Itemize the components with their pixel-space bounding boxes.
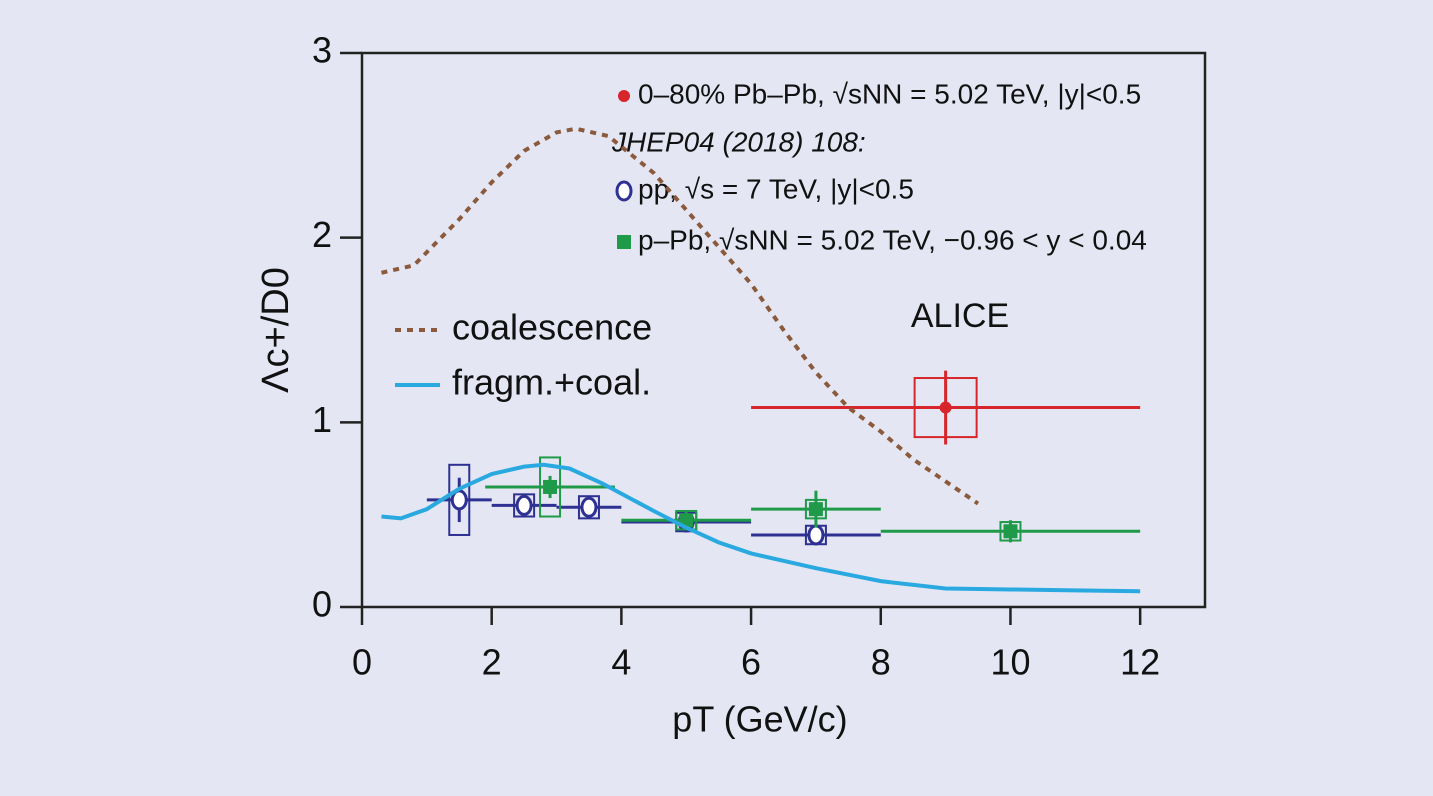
x-tick-label: 12 <box>1120 642 1160 683</box>
plot-frame <box>360 51 1207 609</box>
marker <box>939 401 952 414</box>
y-tick-label: 0 <box>312 584 332 625</box>
reference: JHEP04 (2018) 108: <box>611 126 866 157</box>
x-tick-label: 8 <box>871 642 891 683</box>
legend-label: p–Pb, √sNN = 5.02 TeV, −0.96 < y < 0.04 <box>638 224 1147 255</box>
marker <box>1003 524 1018 539</box>
marker <box>808 502 823 517</box>
y-tick-label: 2 <box>312 214 332 255</box>
x-axis-label: pT (GeV/c) <box>672 699 847 740</box>
x-tick-label: 2 <box>482 642 502 683</box>
curve <box>381 462 1141 594</box>
curve <box>381 126 980 506</box>
legend-label: pp, √s = 7 TeV, |y|<0.5 <box>638 173 914 204</box>
x-tick-label: 4 <box>611 642 631 683</box>
legend-label: 0–80% Pb–Pb, √sNN = 5.02 TeV, |y|<0.5 <box>638 78 1141 109</box>
marker <box>515 494 533 516</box>
y-tick-label: 3 <box>312 30 332 71</box>
x-tick-label: 0 <box>352 642 372 683</box>
y-axis-label: Λc+/D0 <box>255 267 297 393</box>
legend-label: coalescence <box>452 307 652 348</box>
marker <box>543 479 558 494</box>
annotation: ALICE <box>911 297 1009 335</box>
legend-label: fragm.+coal. <box>452 362 651 403</box>
y-tick-label: 1 <box>312 399 332 440</box>
marker <box>580 496 598 518</box>
legend-marker <box>617 235 631 249</box>
legend-marker <box>618 90 630 102</box>
x-tick-label: 10 <box>990 642 1030 683</box>
marker <box>807 524 825 546</box>
x-tick-label: 6 <box>741 642 761 683</box>
legend-marker <box>615 180 633 202</box>
